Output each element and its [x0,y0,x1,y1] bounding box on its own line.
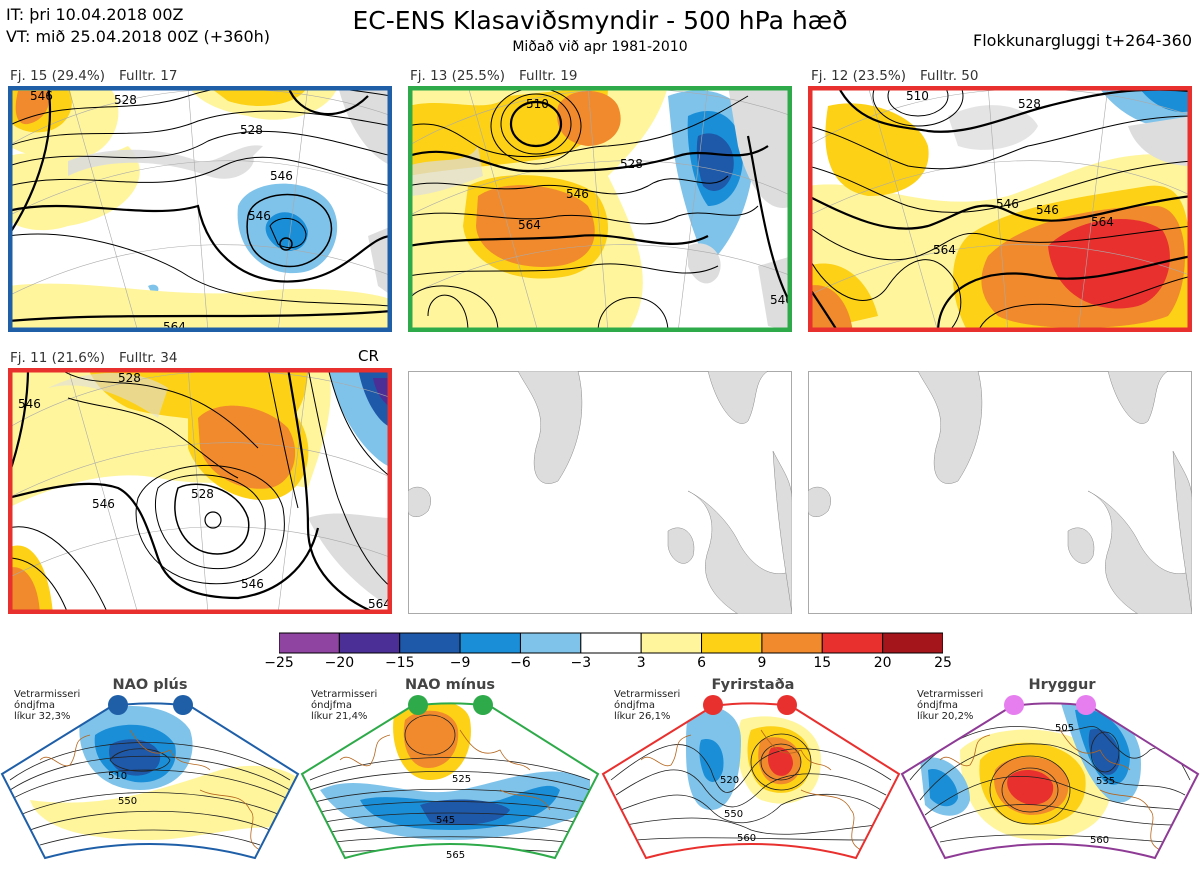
colorbar-tick-label: −3 [570,655,592,671]
svg-text:546: 546 [241,577,264,591]
regime-title-nao-minus: NAO mínus [404,677,496,693]
svg-text:528: 528 [114,93,137,107]
svg-text:545: 545 [436,815,455,826]
colorbar-tick-label: −6 [510,655,531,671]
svg-text:505: 505 [1055,723,1074,734]
colorbar-tick-label: 6 [697,655,706,671]
map-panel-fj13: 510 528 546 564 546 [408,86,792,332]
svg-text:535: 535 [1096,776,1115,787]
empty-map-panel-2 [808,371,1192,614]
colorbar [279,632,943,654]
page-subtitle: Miðað við apr 1981-2010 [512,39,688,55]
colorbar-tick-label: 25 [934,655,952,671]
svg-text:528: 528 [1018,97,1041,111]
svg-text:564: 564 [368,597,391,611]
colorbar-tick-label: 15 [813,655,832,671]
svg-text:510: 510 [526,97,549,111]
svg-text:546: 546 [30,89,53,103]
colorbar-tick-label: 9 [757,655,767,671]
panel-label-fj13: Fj. 13 (25.5%) Fulltr. 19 [410,68,578,84]
regime-dot-right [1076,695,1096,715]
svg-text:546: 546 [770,293,792,307]
svg-text:546: 546 [18,397,41,411]
panel-label-fj15: Fj. 15 (29.4%) Fulltr. 17 [10,68,178,84]
svg-text:546: 546 [1036,203,1059,217]
colorbar-swatch [519,632,582,654]
regime-note-blocking: Vetrarmisseri óndjfma líkur 26,1% [614,689,681,722]
svg-text:510: 510 [108,771,127,782]
svg-text:520: 520 [720,775,739,786]
page-title: EC-ENS Klasaviðsmyndir - 500 hPa hæð [352,6,848,35]
regime-note-ridge: Vetrarmisseri óndjfma líkur 20,2% [917,689,984,722]
colorbar-labels: −25 −20 −15 −9 −6 −3 3 6 9 15 20 25 [264,655,952,675]
colorbar-tick-label: −25 [264,655,294,671]
regime-title-ridge: Hryggur [1028,677,1096,693]
panel-label-fj11: Fj. 11 (21.6%) Fulltr. 34 [10,350,178,366]
colorbar-swatch [338,632,401,654]
map-panel-fj12: 510 528 546 564 546 564 [808,86,1192,332]
regime-dot-right [473,695,493,715]
svg-text:564: 564 [933,243,956,257]
valid-time: VT: mið 25.04.2018 00Z (+360h) [6,27,271,46]
svg-text:546: 546 [996,197,1019,211]
panel-border-fj15 [8,86,392,332]
svg-text:546: 546 [566,187,589,201]
colorbar-swatch [279,632,340,654]
svg-text:510: 510 [906,89,929,103]
colorbar-tick-label: 20 [873,655,892,671]
regime-note-nao-minus: Vetrarmisseri óndjfma líkur 21,4% [311,689,378,722]
regime-note-nao-plus: Vetrarmisseri óndjfma líkur 32,3% [14,689,81,722]
colorbar-tick-label: −15 [384,655,415,671]
classification-window: Flokkunargluggi t+264-360 [973,31,1192,50]
svg-text:528: 528 [240,123,263,137]
colorbar-swatch [580,632,642,654]
colorbar-swatch [882,632,943,654]
svg-text:550: 550 [724,809,743,820]
colorbar-tick-label: −20 [324,655,355,671]
panel-border-fj11 [8,368,392,614]
panel-label-fj12: Fj. 12 (23.5%) Fulltr. 50 [811,68,979,84]
header-times: IT: þri 10.04.2018 00Z VT: mið 25.04.201… [6,4,270,48]
map-panel-fj15: 546 528 546 528 546 564 [8,86,392,332]
colorbar-swatch [821,632,884,654]
colorbar-swatch [701,632,763,654]
empty-map-panel-1 [408,371,792,614]
svg-text:546: 546 [248,209,271,223]
init-time: IT: þri 10.04.2018 00Z [6,5,184,24]
regime-fan-nao-minus: 525 545 565 [300,695,600,861]
svg-text:564: 564 [518,218,541,232]
regime-title-blocking: Fyrirstaða [711,677,795,693]
svg-text:528: 528 [118,371,141,385]
colorbar-tick-label: −9 [449,655,471,671]
regime-fan-blocking: 520 550 560 [601,695,901,860]
svg-text:550: 550 [118,796,137,807]
regime-dot-left [408,695,428,715]
colorbar-swatch [459,632,521,654]
regime-dot-right [173,695,193,715]
svg-text:525: 525 [452,774,471,785]
svg-text:560: 560 [1090,835,1109,846]
regime-fan-nao-plus: 510 550 [0,695,300,860]
regime-fan-ridge: 505 535 560 [900,695,1200,860]
colorbar-swatch [640,632,703,654]
svg-text:528: 528 [620,157,643,171]
regime-title-nao-plus: NAO plús [112,677,188,693]
map-panel-fj11: 546 528 546 528 546 564 [8,368,392,614]
panel-border-fj12 [808,86,1192,332]
svg-text:546: 546 [270,169,293,183]
colorbar-swatch [761,632,823,654]
panel-border-fj13 [408,86,792,332]
svg-text:560: 560 [737,833,756,844]
regime-dot-left [1004,695,1024,715]
colorbar-tick-label: 3 [636,655,646,671]
cr-label: CR [358,347,379,365]
svg-text:546: 546 [92,497,115,511]
regime-dot-right [777,695,797,715]
regime-dot-left [108,695,128,715]
regime-dot-left [703,695,723,715]
svg-text:528: 528 [191,487,214,501]
svg-text:565: 565 [446,850,465,861]
svg-text:564: 564 [1091,215,1114,229]
colorbar-swatch [399,632,461,654]
